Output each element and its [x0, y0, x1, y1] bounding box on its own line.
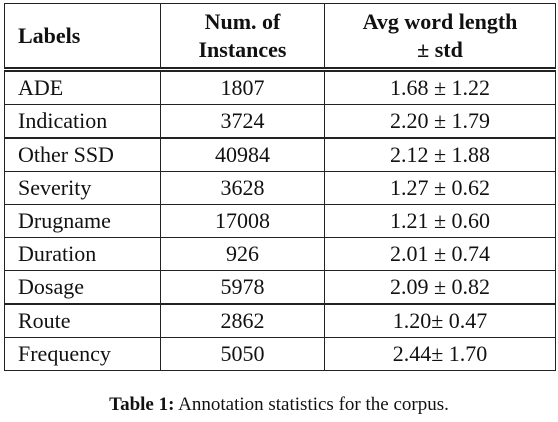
- table-cell: 5978: [160, 270, 325, 305]
- table-cell: Severity: [4, 171, 161, 205]
- table-cell: 926: [160, 237, 325, 271]
- table-cell: 1.21 ± 0.60: [324, 204, 556, 238]
- table-cell: Frequency: [4, 337, 161, 371]
- table-cell: Route: [4, 303, 161, 338]
- table-row: Other SSD 40984 2.12 ± 1.88: [4, 137, 556, 172]
- table-cell: 2.09 ± 0.82: [324, 270, 556, 305]
- header-text: Num. of: [204, 8, 281, 34]
- table-cell: Other SSD: [4, 137, 161, 172]
- header-text: Instances: [198, 36, 287, 62]
- table-row: Indication 3724 2.20 ± 1.79: [4, 104, 556, 139]
- table-cell: Indication: [4, 104, 161, 139]
- caption-text: Annotation statistics for the corpus.: [178, 394, 449, 415]
- header-text: Avg word length: [362, 8, 518, 34]
- caption: Table 1: Annotation statistics for the c…: [0, 394, 558, 416]
- table-cell: Duration: [4, 237, 161, 271]
- table-cell: 1.68 ± 1.22: [324, 69, 556, 105]
- header-row: Labels Num. of Instances Avg word length ± s…: [4, 3, 556, 70]
- table-cell: 2.12 ± 1.88: [324, 137, 556, 172]
- table-row: Duration 926 2.01 ± 0.74: [4, 237, 556, 271]
- table-cell: 5050: [160, 337, 325, 371]
- table-row: Severity 3628 1.27 ± 0.62: [4, 171, 556, 205]
- table-row: Dosage 5978 2.09 ± 0.82: [4, 270, 556, 305]
- table-row: Frequency 5050 2.44± 1.70: [4, 337, 556, 371]
- table-cell: Drugname: [4, 204, 161, 238]
- table-cell: 1807: [160, 69, 325, 105]
- table-cell: 2862: [160, 303, 325, 338]
- table-cell: Dosage: [4, 270, 161, 305]
- statistics-table: Labels Num. of Instances Avg word length ± s…: [4, 3, 556, 371]
- caption-label: Table 1:: [109, 394, 175, 415]
- table-cell: 2.20 ± 1.79: [324, 104, 556, 139]
- table-cell: 2.01 ± 0.74: [324, 237, 556, 271]
- header-cell: Num. of Instances: [160, 3, 325, 70]
- header-cell: Avg word length ± std: [324, 3, 556, 70]
- table-row: Drugname 17008 1.21 ± 0.60: [4, 204, 556, 238]
- header-text: ± std: [417, 36, 463, 62]
- table-cell: 2.44± 1.70: [324, 337, 556, 371]
- table-cell: 1.20± 0.47: [324, 303, 556, 338]
- table-row: ADE 1807 1.68 ± 1.22: [4, 69, 556, 105]
- table-cell: 3628: [160, 171, 325, 205]
- table-cell: 1.27 ± 0.62: [324, 171, 556, 205]
- header-cell: Labels: [4, 3, 161, 70]
- table-row: Route 2862 1.20± 0.47: [4, 303, 556, 338]
- table-body: ADE 1807 1.68 ± 1.22 Indication 3724 2.20 ± 1…: [4, 69, 556, 371]
- table-cell: 40984: [160, 137, 325, 172]
- table-cell: 3724: [160, 104, 325, 139]
- table-cell: ADE: [4, 69, 161, 105]
- table-cell: 17008: [160, 204, 325, 238]
- header-text: Labels: [18, 22, 81, 48]
